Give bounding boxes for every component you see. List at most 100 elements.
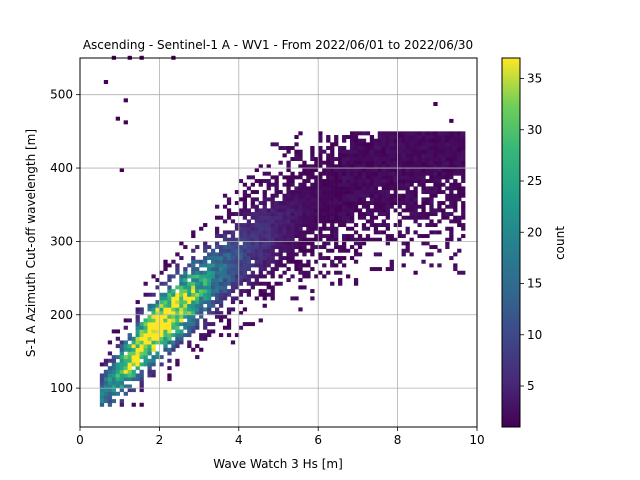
heatmap-cell [175, 362, 180, 367]
heatmap-cell [365, 219, 371, 224]
heatmap-cell [369, 179, 375, 184]
heatmap-cell [175, 296, 180, 301]
heatmap-cell [282, 219, 287, 224]
heatmap-cell [425, 223, 430, 228]
heatmap-cell [421, 138, 426, 143]
heatmap-cell [238, 274, 244, 279]
heatmap-cell [377, 135, 383, 139]
heatmap-cell [441, 168, 446, 173]
heatmap-cell [218, 311, 224, 316]
heatmap-cell [413, 131, 418, 136]
heatmap-cell [369, 219, 375, 224]
heatmap-cell [246, 267, 252, 272]
heatmap-cell [322, 160, 327, 165]
heatmap-cell [119, 377, 124, 382]
heatmap-cell [147, 329, 152, 334]
heatmap-cell [461, 164, 466, 169]
heatmap-cell [338, 179, 343, 184]
heatmap-cell [449, 190, 454, 195]
heatmap-cell [381, 146, 386, 150]
heatmap-cell [298, 263, 303, 268]
heatmap-cell [445, 146, 450, 150]
heatmap-cell [246, 186, 252, 191]
heatmap-cell [163, 259, 168, 264]
heatmap-cell [99, 373, 105, 378]
heatmap-cell [318, 201, 323, 206]
heatmap-cell [286, 212, 291, 217]
heatmap-cell [294, 241, 299, 246]
heatmap-cell [274, 267, 279, 272]
heatmap-cell [282, 175, 287, 180]
heatmap-cell [207, 256, 212, 261]
heatmap-cell [326, 212, 331, 217]
heatmap-cell [246, 248, 252, 253]
heatmap-cell [187, 318, 192, 323]
heatmap-cell [274, 234, 279, 239]
heatmap-cell [199, 333, 204, 338]
heatmap-cell [139, 322, 144, 327]
heatmap-cell [238, 223, 244, 228]
heatmap-cell [361, 142, 367, 147]
heatmap-cell [429, 153, 434, 158]
heatmap-cell [417, 131, 422, 136]
heatmap-cell [99, 377, 105, 382]
heatmap-cell [214, 259, 220, 264]
heatmap-cell [147, 314, 152, 319]
heatmap-cell [353, 223, 359, 228]
heatmap-cell [413, 149, 418, 154]
heatmap-cell [226, 281, 232, 286]
heatmap-cell [127, 358, 132, 363]
heatmap-cell [369, 157, 375, 162]
heatmap-cell [409, 171, 414, 176]
heatmap-cell [421, 157, 426, 162]
heatmap-cell [330, 157, 335, 162]
heatmap-cell [357, 245, 363, 250]
heatmap-cell [238, 179, 244, 184]
heatmap-cell [409, 153, 414, 158]
heatmap-cell [349, 234, 355, 239]
heatmap-cell [147, 362, 152, 367]
heatmap-cell [262, 292, 267, 297]
heatmap-cell [413, 270, 418, 275]
heatmap-cell [266, 292, 271, 297]
heatmap-cell [214, 289, 220, 294]
heatmap-cell [230, 300, 236, 305]
heatmap-cell [298, 241, 303, 246]
heatmap-cell [326, 157, 331, 162]
heatmap-cell [294, 219, 299, 224]
heatmap-cell [250, 230, 255, 235]
heatmap-cell [155, 355, 160, 360]
heatmap-cell [381, 138, 386, 143]
heatmap-cell [393, 193, 398, 198]
heatmap-cell [441, 142, 446, 147]
heatmap-cell [345, 135, 351, 139]
heatmap-cell [218, 274, 224, 279]
heatmap-cell [274, 208, 279, 213]
heatmap-cell [266, 234, 271, 239]
heatmap-cell [369, 212, 375, 217]
heatmap-cell [322, 204, 327, 209]
heatmap-cell [294, 153, 299, 158]
heatmap-cell [429, 138, 434, 143]
heatmap-cell [369, 186, 375, 191]
heatmap-cell [199, 292, 204, 297]
heatmap-cell [254, 179, 259, 184]
heatmap-cell [306, 171, 311, 176]
heatmap-cell [290, 208, 295, 213]
heatmap-cell [270, 292, 275, 297]
heatmap-cell [381, 201, 386, 206]
heatmap-cell [365, 175, 371, 180]
heatmap-cell [246, 263, 252, 268]
heatmap-cell [401, 197, 406, 202]
heatmap-cell [377, 171, 383, 176]
heatmap-cell [345, 215, 351, 220]
heatmap-cell [238, 311, 244, 316]
heatmap-cell [369, 267, 375, 272]
heatmap-cell [262, 248, 267, 253]
heatmap-cell [163, 311, 168, 316]
heatmap-cell [226, 215, 232, 220]
heatmap-cell [365, 131, 371, 136]
heatmap-cell [310, 226, 315, 231]
heatmap-cell [405, 204, 410, 209]
heatmap-cell [270, 212, 275, 217]
